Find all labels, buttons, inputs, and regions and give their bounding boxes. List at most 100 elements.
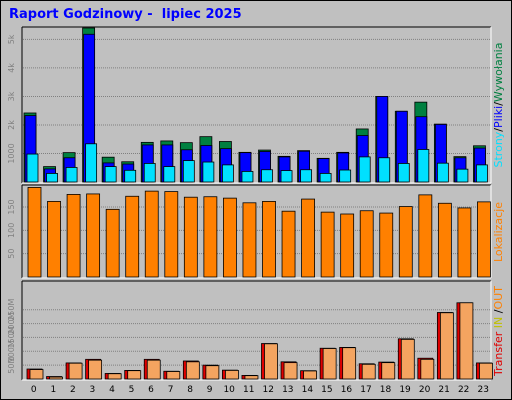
- lokalizacje-bar: [340, 213, 355, 278]
- strony-bar: [65, 167, 78, 183]
- transfer-out-bar: [107, 373, 122, 380]
- locations-plot-bg: [22, 185, 491, 278]
- x-tick-label: 16: [341, 385, 353, 395]
- transfer-out-bar: [29, 369, 44, 380]
- strony-bar: [222, 164, 234, 183]
- strony-bar: [417, 149, 430, 183]
- transfer-out-bar: [225, 370, 239, 380]
- lokalizacje-bar: [144, 190, 159, 278]
- strony-bar: [378, 157, 391, 183]
- x-tick-label: 13: [282, 385, 293, 395]
- locations-legend-label: Lokalizacje: [492, 202, 505, 262]
- strony-bar: [143, 163, 156, 183]
- x-tick-label: 18: [380, 385, 392, 395]
- transfer-out-bar: [68, 362, 83, 380]
- strony-bar: [358, 156, 371, 183]
- locations-y-tick-label: 150: [7, 199, 16, 214]
- transfer-out-bar: [166, 371, 181, 380]
- strony-bar: [456, 168, 469, 183]
- lokalizacje-bar: [86, 193, 101, 278]
- x-tick-label: 17: [360, 385, 371, 395]
- transfer-out-bar: [381, 362, 396, 380]
- transfer-out-bar: [361, 363, 376, 380]
- hits-y-tick-label: 5k: [7, 34, 16, 44]
- lokalizacje-bar: [66, 193, 81, 278]
- strony-bar: [241, 171, 254, 183]
- lokalizacje-bar: [203, 196, 218, 278]
- x-tick-label: 21: [438, 385, 449, 395]
- transfer-y-tick-label: 100M: [7, 340, 16, 362]
- lokalizacje-bar: [47, 200, 61, 278]
- transfer-y-tick-label: 200M: [7, 312, 16, 334]
- lokalizacje-bar: [242, 202, 257, 278]
- hits-legend-label: Strony/Pliki/Wywołania: [492, 43, 505, 168]
- transfer-out-bar: [264, 343, 278, 380]
- lokalizacje-bar: [457, 207, 472, 278]
- transfer-legend-label-part: /: [492, 309, 505, 313]
- lokalizacje-bar: [418, 194, 433, 278]
- transfer-out-bar: [479, 362, 493, 380]
- lokalizacje-bar: [27, 186, 42, 278]
- strony-bar: [397, 163, 410, 183]
- transfer-out-bar: [459, 302, 474, 380]
- transfer-out-bar: [439, 312, 454, 380]
- strony-bar: [26, 153, 39, 183]
- transfer-out-bar: [322, 348, 337, 380]
- hits-y-tick-label: 4k: [7, 63, 16, 73]
- x-tick-label: 2: [70, 385, 76, 395]
- transfer-out-bar: [205, 365, 220, 380]
- x-tick-label: 10: [223, 385, 235, 395]
- transfer-out-bar: [49, 376, 63, 380]
- x-tick-label: 22: [458, 385, 469, 395]
- hits-legend-label-part: /: [492, 128, 505, 132]
- strony-bar: [124, 169, 137, 183]
- x-tick-label: 23: [478, 385, 489, 395]
- transfer-legend-label-part: OUT: [492, 286, 505, 310]
- x-tick-label: 20: [419, 385, 431, 395]
- x-tick-label: 14: [302, 385, 314, 395]
- hits-legend-label-part: Pliki: [492, 106, 505, 128]
- x-tick-label: 9: [207, 385, 213, 395]
- transfer-out-bar: [283, 362, 298, 380]
- lokalizacje-bar: [379, 212, 394, 278]
- x-tick-label: 0: [31, 385, 37, 395]
- strony-bar: [104, 166, 117, 183]
- transfer-out-bar: [420, 358, 435, 380]
- hits-legend-label-part: Strony: [492, 131, 505, 167]
- x-tick-label: 11: [243, 385, 254, 395]
- x-tick-label: 7: [168, 385, 174, 395]
- strony-bar: [300, 169, 312, 183]
- strony-bar: [85, 143, 98, 183]
- transfer-y-tick-label: 150M: [7, 326, 16, 348]
- x-tick-label: 19: [399, 385, 411, 395]
- strony-bar: [339, 169, 352, 183]
- x-tick-label: 1: [50, 385, 56, 395]
- x-tick-label: 8: [187, 385, 193, 395]
- transfer-legend-label: Transfer IN /OUT: [492, 286, 505, 377]
- page-title: Raport Godzinowy - lipiec 2025: [9, 7, 242, 22]
- transfer-out-bar: [400, 338, 415, 380]
- locations-legend-label-part: Lokalizacje: [492, 202, 505, 262]
- x-tick-label: 15: [321, 385, 332, 395]
- lokalizacje-bar: [105, 208, 120, 278]
- transfer-out-bar: [88, 359, 103, 380]
- strony-bar: [261, 169, 273, 183]
- strony-bar: [319, 173, 332, 183]
- strony-bar: [202, 161, 215, 183]
- strony-bar: [46, 173, 58, 183]
- lokalizacje-bar: [320, 211, 335, 278]
- locations-y-tick-label: 100: [7, 223, 16, 238]
- x-tick-label: 12: [263, 385, 274, 395]
- transfer-out-bar: [146, 359, 161, 380]
- hits-plot-bg: [22, 27, 491, 183]
- x-tick-label: 5: [129, 385, 135, 395]
- locations-y-tick-label: 50: [7, 249, 16, 259]
- transfer-out-bar: [342, 347, 357, 380]
- x-tick-label: 6: [148, 385, 154, 395]
- strony-bar: [182, 160, 195, 183]
- hits-y-tick-label: 1000: [7, 143, 16, 163]
- strony-bar: [280, 170, 293, 183]
- lokalizacje-bar: [281, 210, 296, 278]
